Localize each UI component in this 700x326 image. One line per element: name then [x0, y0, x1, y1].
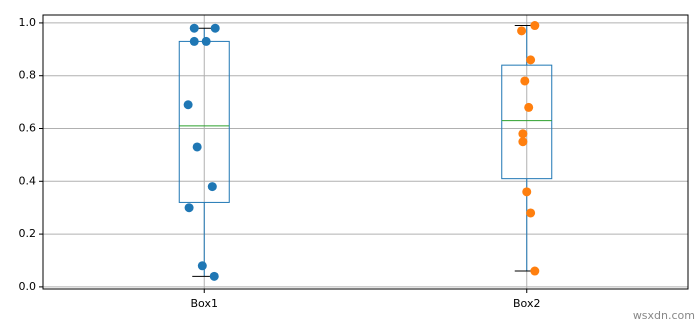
point [526, 55, 536, 65]
y-tick-label: 0.8 [19, 69, 37, 82]
point [520, 76, 530, 86]
y-tick-label: 0.6 [19, 122, 37, 135]
point [522, 187, 532, 197]
point [189, 23, 199, 33]
point [526, 208, 536, 218]
point [518, 129, 528, 139]
point [207, 182, 217, 192]
point [517, 26, 527, 36]
point [530, 21, 540, 31]
point [210, 23, 220, 33]
y-tick-label: 0.0 [19, 280, 37, 293]
y-tick-label: 1.0 [19, 16, 37, 29]
point [183, 100, 193, 110]
point [524, 102, 534, 112]
point [201, 36, 211, 46]
point [209, 271, 219, 281]
point [184, 203, 194, 213]
point [518, 137, 528, 147]
point [197, 261, 207, 271]
point [530, 266, 540, 276]
y-tick-label: 0.4 [19, 174, 37, 187]
y-tick-label: 0.2 [19, 227, 37, 240]
point [192, 142, 202, 152]
point [189, 36, 199, 46]
watermark: wsxdn.com [633, 309, 695, 322]
plot-frame [42, 14, 689, 290]
x-tick-label: Box2 [513, 297, 540, 310]
box [501, 64, 553, 180]
x-tick-label: Box1 [191, 297, 218, 310]
